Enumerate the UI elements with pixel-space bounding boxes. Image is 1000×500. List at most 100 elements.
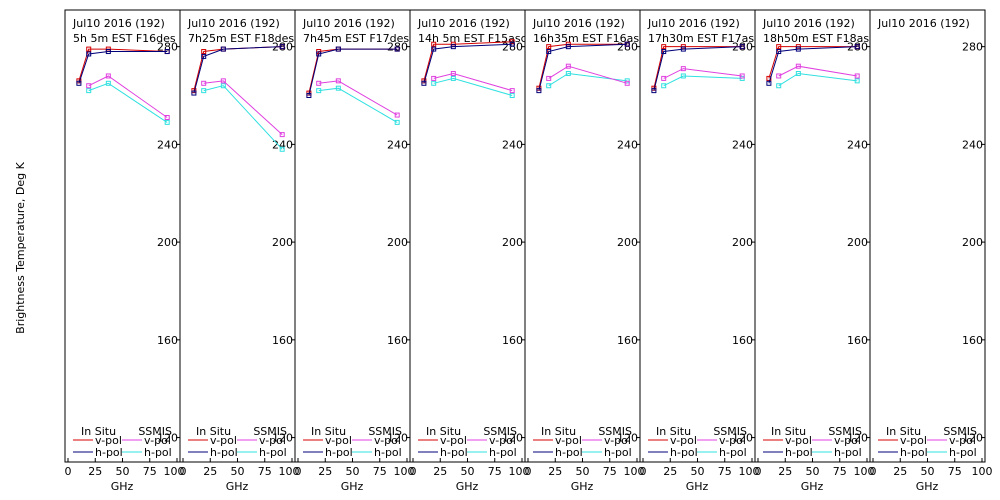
data-point-insitu-h <box>105 49 111 55</box>
data-point-ssmis-h <box>854 78 860 84</box>
series-line-ssmis-v <box>88 75 168 118</box>
panel-titles: Jul10 2016 (192) 5h 5m EST F16des <box>72 17 176 45</box>
legend-title-insitu: In Situ <box>196 425 231 438</box>
y-tick-label: 120 <box>617 432 638 445</box>
series-line-insitu-v <box>538 43 628 89</box>
data-point-ssmis-v <box>795 63 801 69</box>
data-point-insitu-h <box>431 46 437 52</box>
x-tick-label: 50 <box>576 465 590 478</box>
data-point-ssmis-v <box>661 75 667 81</box>
y-tick-label: 200 <box>962 236 983 249</box>
data-point-ssmis-v <box>164 115 170 121</box>
data-point-ssmis-v <box>220 78 226 84</box>
x-tick-label: 0 <box>870 465 877 478</box>
data-point-insitu-h <box>76 80 82 86</box>
x-tick-label: 25 <box>893 465 907 478</box>
y-tick-label: 240 <box>617 138 638 151</box>
x-tick-label: 75 <box>488 465 502 478</box>
x-tick-label: 75 <box>603 465 617 478</box>
x-tick-label: 0 <box>410 465 417 478</box>
y-tick-label: 160 <box>962 334 983 347</box>
series-line-insitu-h <box>653 46 743 91</box>
data-point-ssmis-v <box>394 112 400 118</box>
y-tick-label: 240 <box>272 138 293 151</box>
legend-label-insitu-v: v-pol <box>440 434 467 447</box>
x-axis-label: GHz <box>341 480 364 493</box>
y-tick-label: 160 <box>617 334 638 347</box>
x-tick-label: 75 <box>373 465 387 478</box>
legend-label-ssmis-h: h-pol <box>374 446 402 459</box>
series-line-insitu-h <box>538 43 628 91</box>
x-tick-label: 75 <box>948 465 962 478</box>
data-point-insitu-h <box>394 46 400 52</box>
x-tick-label: 0 <box>755 465 762 478</box>
data-point-ssmis-h <box>661 83 667 89</box>
x-axis-label: GHz <box>111 480 134 493</box>
data-point-ssmis-h <box>105 80 111 86</box>
panel-title-date: Jul10 2016 (192) <box>877 17 970 30</box>
y-axis-label: Brightness Temperature, Deg K <box>14 161 27 333</box>
panel-title-date: Jul10 2016 (192) <box>762 17 855 30</box>
data-point-insitu-h <box>201 53 207 59</box>
legend-title-insitu: In Situ <box>656 425 691 438</box>
x-tick-label: 25 <box>203 465 217 478</box>
y-tick-label: 240 <box>962 138 983 151</box>
legend-label-insitu-h: h-pol <box>95 446 123 459</box>
x-tick-label: 0 <box>65 465 72 478</box>
data-point-ssmis-v <box>105 73 111 79</box>
data-point-insitu-v <box>201 49 207 55</box>
legend-label-ssmis-h: h-pol <box>144 446 172 459</box>
legend-title-ssmis: SSMIS <box>483 425 517 438</box>
data-point-ssmis-v <box>739 73 745 79</box>
data-point-insitu-h <box>421 80 427 86</box>
data-point-ssmis-h <box>431 80 437 86</box>
y-tick-label: 240 <box>387 138 408 151</box>
data-point-ssmis-h <box>316 88 322 94</box>
series-line-insitu-v <box>653 46 743 89</box>
data-point-insitu-h <box>546 49 552 55</box>
y-tick-label: 120 <box>387 432 408 445</box>
y-tick-label: 120 <box>962 432 983 445</box>
panel-titles: Jul10 2016 (192) 16h35m EST F16asc <box>532 17 640 45</box>
x-tick-label: 50 <box>231 465 245 478</box>
x-axis-label: GHz <box>686 480 709 493</box>
data-point-insitu-h <box>509 41 515 47</box>
data-point-ssmis-v <box>279 132 285 138</box>
legend-label-insitu-v: v-pol <box>210 434 237 447</box>
data-point-insitu-h <box>220 46 226 52</box>
panel-title-time: 5h 5m EST F16des <box>73 32 176 45</box>
legend-label-insitu-h: h-pol <box>325 446 353 459</box>
series-line-insitu-h <box>308 48 398 96</box>
panel-titles: Jul10 2016 (192) 17h30m EST F17asc <box>647 17 755 45</box>
panel-title-time: 7h45m EST F17des <box>303 32 409 45</box>
y-tick-label: 240 <box>847 138 868 151</box>
series-line-ssmis-v <box>203 80 283 135</box>
panel-title-time: 14h 5m EST F15asc <box>418 32 527 45</box>
legend-label-ssmis-v: v-pol <box>259 434 286 447</box>
panel-titles: Jul10 2016 (192) <box>877 17 970 30</box>
legend-title-insitu: In Situ <box>771 425 806 438</box>
x-tick-label: 100 <box>509 465 530 478</box>
data-point-ssmis-h <box>279 146 285 152</box>
x-tick-label: 100 <box>739 465 760 478</box>
data-point-insitu-h <box>624 41 630 47</box>
series-line-ssmis-h <box>663 75 743 87</box>
data-point-insitu-v <box>431 41 437 47</box>
data-point-insitu-v <box>546 44 552 50</box>
series-line-ssmis-v <box>663 68 743 79</box>
y-tick-label: 160 <box>272 334 293 347</box>
x-tick-label: 25 <box>663 465 677 478</box>
y-tick-label: 160 <box>387 334 408 347</box>
legend-title-ssmis: SSMIS <box>943 425 977 438</box>
panel-3: Jul10 2016 (192) 7h45m EST F17des 120 160 20… <box>294 9 415 493</box>
series-line-insitu-v <box>193 46 283 91</box>
y-tick-label: 280 <box>962 41 983 54</box>
panel-5: Jul10 2016 (192) 16h35m EST F16asc 120 160 2… <box>524 9 645 493</box>
legend-title-ssmis: SSMIS <box>828 425 862 438</box>
legend-label-ssmis-h: h-pol <box>719 446 747 459</box>
legend-label-insitu-h: h-pol <box>440 446 468 459</box>
data-point-ssmis-h <box>394 119 400 125</box>
x-tick-label: 50 <box>691 465 705 478</box>
data-point-ssmis-v <box>565 63 571 69</box>
